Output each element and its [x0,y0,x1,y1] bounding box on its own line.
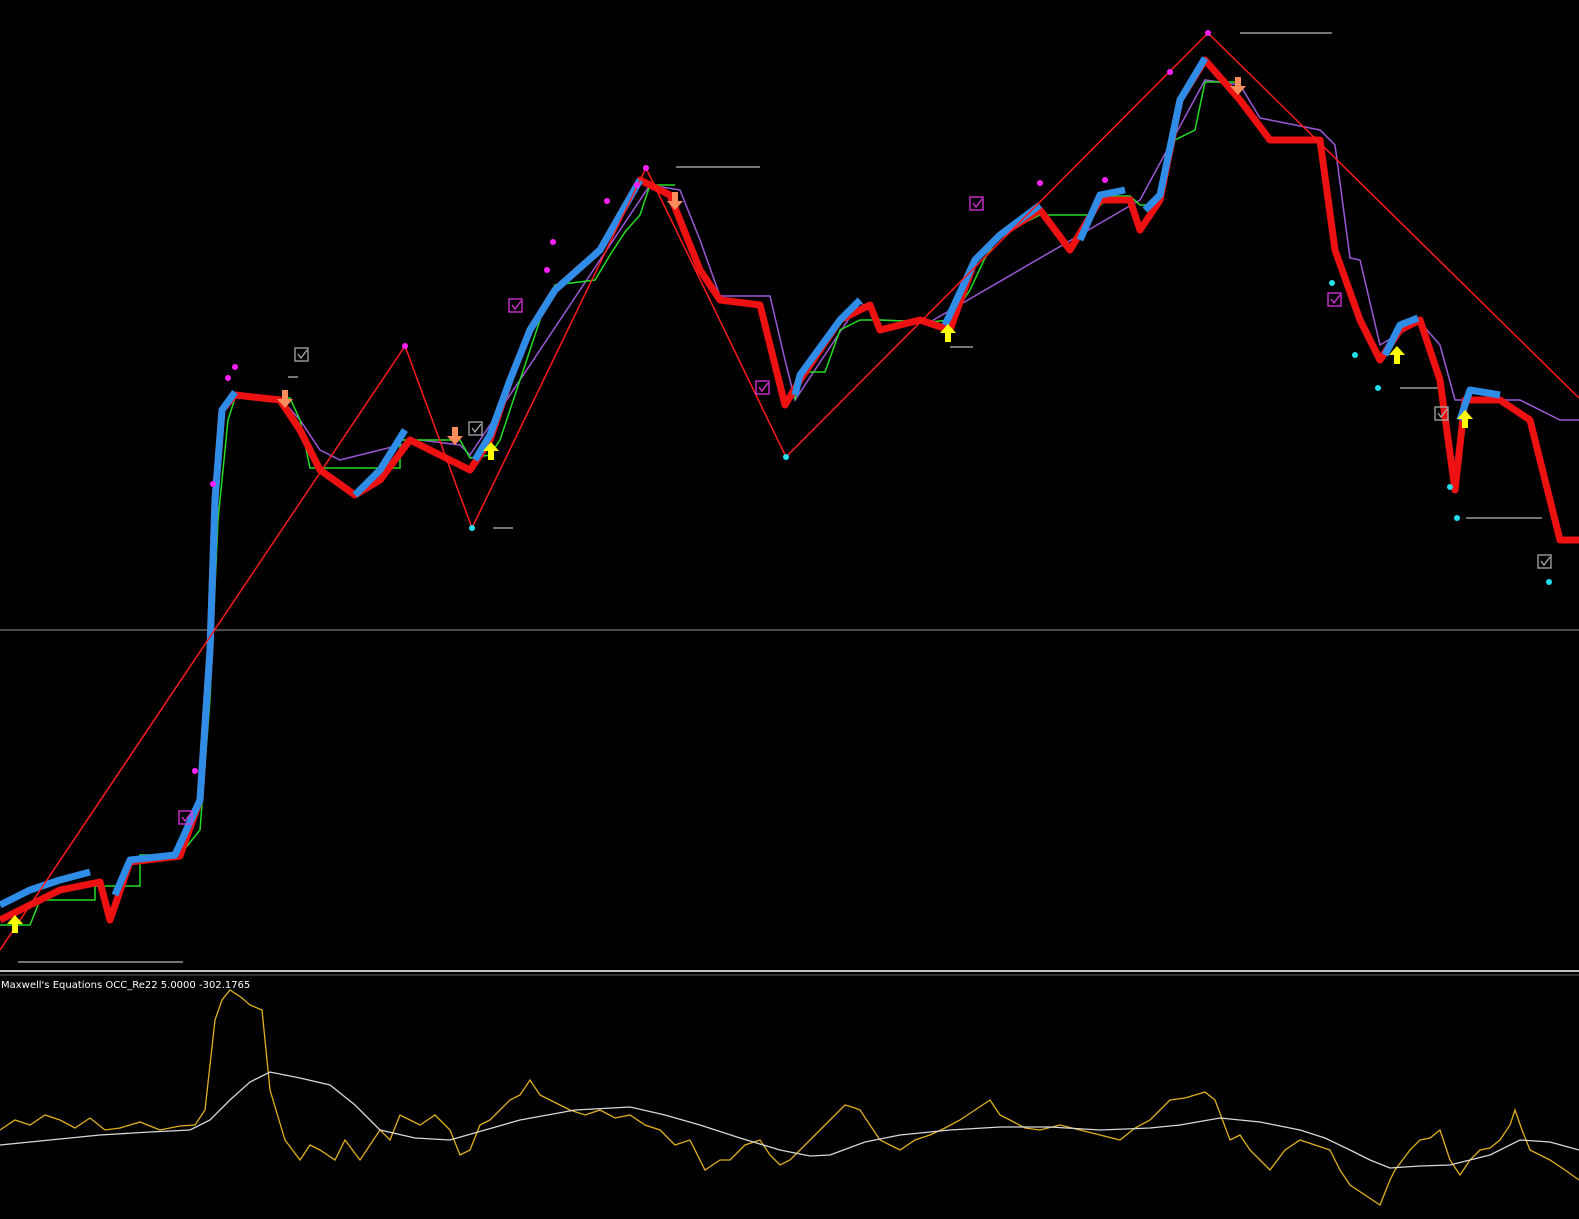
dot [604,198,610,204]
dot [402,343,408,349]
indicator-name: Maxwell's Equations OCC_Re22 [1,980,158,991]
down-arrow [447,427,463,445]
dot [225,375,231,381]
dot [210,481,216,487]
oscillator-line [0,989,1579,1206]
dot [1205,30,1211,36]
dot [192,768,198,774]
check-icon [508,298,523,313]
dot [469,525,475,531]
up-run [1076,186,1126,242]
dot [643,165,649,171]
up-run [941,202,1043,327]
up-arrow [483,442,499,460]
dot [1546,579,1552,585]
dot [232,364,238,370]
up-run [1142,56,1209,213]
check-icons [178,196,1552,825]
sell-arrows [277,77,1246,445]
dot [1102,177,1108,183]
check-icon [1537,554,1552,569]
dot [1454,515,1460,521]
check-icon [294,347,309,362]
buy-arrows [7,324,1473,933]
up-arrow [7,915,23,933]
up-run [791,297,863,396]
indicator-value: 5.0000 [161,980,196,991]
bottom-dots [469,280,1552,585]
price-bars-up [0,56,1501,909]
down-arrow [667,192,683,210]
up-run [1381,314,1420,357]
dot [1375,385,1381,391]
up-arrow [1457,410,1473,428]
up-arrow [1389,346,1405,364]
support-step-line [0,184,675,926]
level-lines [18,32,1542,963]
top-dots [192,30,1211,774]
check-icon [468,421,483,436]
indicator-value: -302.1765 [199,980,250,991]
dot [544,267,550,273]
up-run [111,389,238,897]
up-run [0,868,91,909]
signal-line [0,1071,1579,1169]
down-arrow [1230,77,1246,95]
down-arrow [277,390,293,408]
dot [783,454,789,460]
check-icon [178,810,193,825]
dot [1167,69,1173,75]
indicator-window: Maxwell's Equations OCC_Re22 5.0000 -302… [0,980,1579,1206]
dot [550,239,556,245]
dot [1447,484,1453,490]
indicator-label: Maxwell's Equations OCC_Re22 5.0000 -302… [1,980,250,991]
main-window [0,30,1579,963]
dot [1037,180,1043,186]
up-run [471,178,644,462]
check-icon [755,380,770,395]
check-icon [969,196,984,211]
up-arrow [940,324,956,342]
up-run [352,428,408,498]
check-icon [1434,406,1449,421]
dot [1329,280,1335,286]
dot [1352,352,1358,358]
check-icon [1327,292,1342,307]
dot [634,182,640,188]
up-run [1456,386,1501,422]
